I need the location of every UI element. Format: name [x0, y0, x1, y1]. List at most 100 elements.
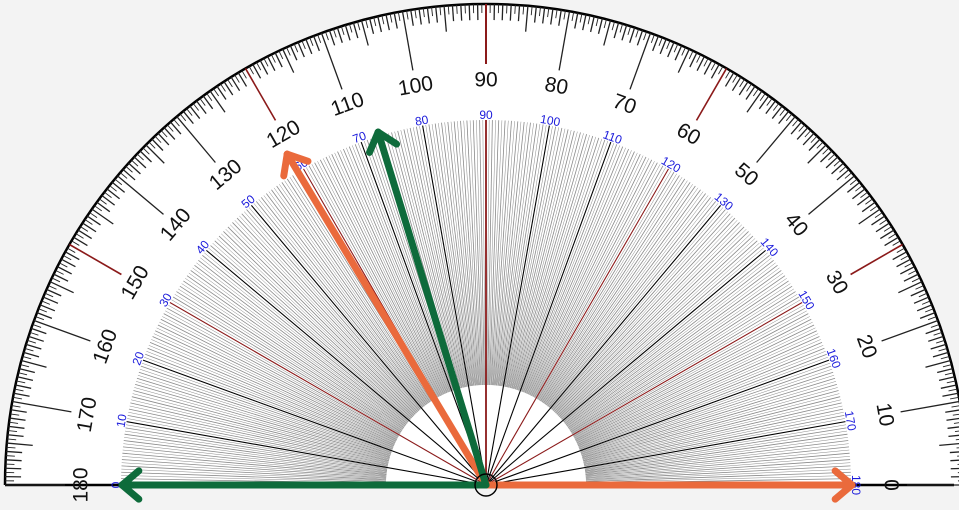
tick-mark [19, 368, 35, 374]
tick-mark [122, 168, 136, 181]
fine-line [419, 126, 469, 387]
tick-mark [320, 32, 343, 90]
fine-line [279, 184, 430, 403]
fine-line [271, 189, 428, 405]
tick-mark [248, 66, 254, 75]
tick-mark [241, 70, 247, 79]
tick-mark [731, 76, 742, 92]
fine-line [561, 247, 764, 421]
tick-mark [930, 343, 947, 350]
fine-line [573, 310, 807, 438]
tick-mark [758, 95, 770, 110]
green-arrow-upper-head [366, 128, 382, 156]
tick-mark [282, 48, 295, 73]
tick-mark [820, 150, 833, 163]
tick-mark [289, 45, 298, 61]
fine-line [434, 123, 473, 387]
tick-mark [759, 93, 766, 101]
fine-line [521, 144, 618, 392]
fine-line [363, 140, 453, 391]
tick-mark [874, 212, 883, 219]
tick-mark [916, 304, 933, 312]
tick-mark [603, 20, 612, 46]
tick-mark [237, 72, 248, 87]
tick-mark [900, 255, 909, 261]
tick-mark [844, 172, 853, 179]
fine-radial-lines [121, 120, 851, 485]
fine-line [171, 299, 400, 435]
tick-mark [892, 251, 908, 261]
fine-line [577, 342, 823, 447]
tick-mark [589, 16, 595, 33]
orange-arrow-upper-head [283, 150, 312, 165]
fine-line [253, 203, 423, 408]
tick-mark [696, 54, 702, 63]
fine-line [172, 296, 401, 434]
fine-line [580, 362, 831, 452]
tick-mark [270, 54, 276, 63]
fine-line [555, 222, 740, 414]
tick-mark [861, 201, 876, 213]
tick-mark [418, 8, 422, 25]
tick-mark [530, 6, 533, 16]
fine-line [508, 129, 569, 388]
tick-mark [104, 191, 112, 199]
tick-mark [406, 10, 409, 20]
fine-line [273, 187, 429, 404]
tick-mark [125, 165, 133, 173]
tick-mark [35, 316, 45, 321]
tick-mark [771, 105, 783, 119]
tick-mark [904, 262, 913, 268]
tick-mark [613, 22, 620, 39]
tick-mark [947, 426, 959, 429]
tick-mark [940, 384, 957, 389]
fine-line [545, 191, 704, 405]
tick-mark [46, 288, 62, 297]
fine-line [532, 162, 658, 397]
tick-mark [460, 4, 463, 21]
fine-line [121, 475, 387, 483]
fine-line [476, 120, 484, 386]
tick-mark [230, 76, 241, 92]
fine-line [583, 408, 844, 465]
fine-line [428, 124, 471, 387]
tick-mark [807, 144, 827, 164]
tick-mark [13, 392, 30, 397]
tick-mark [525, 5, 529, 32]
tick-mark [206, 93, 213, 101]
tick-mark [389, 13, 393, 23]
tick-mark [928, 335, 944, 342]
tick-mark [21, 359, 47, 368]
fine-line [582, 396, 841, 462]
fine-line [394, 131, 462, 389]
tick-mark [157, 132, 170, 146]
tick-mark [196, 100, 207, 115]
fine-line [511, 132, 581, 389]
tick-mark [915, 285, 924, 290]
tick-mark [550, 8, 554, 25]
tick-mark [673, 43, 679, 53]
orange-arrow-right-head [831, 481, 856, 503]
tick-mark [28, 335, 44, 342]
tick-mark [101, 195, 116, 206]
tick-mark [259, 59, 269, 75]
inner-scale-label: 160 [824, 347, 844, 371]
tick-mark [746, 90, 763, 113]
tick-mark [71, 240, 80, 246]
fine-line [498, 123, 534, 386]
orange-arrow-right-head [831, 467, 856, 489]
tick-mark [393, 12, 398, 29]
fine-line [234, 220, 418, 413]
fine-line [585, 471, 851, 482]
fine-line [583, 399, 841, 462]
fine-line [181, 283, 403, 431]
fine-line [136, 377, 391, 457]
tick-mark [785, 113, 793, 122]
tick-mark [136, 153, 144, 161]
tick-mark [677, 48, 690, 73]
tick-mark [822, 147, 830, 155]
inner-scale-label: 100 [539, 112, 561, 129]
tick-mark [950, 467, 959, 470]
fine-line [311, 164, 439, 398]
tick-mark [53, 273, 69, 282]
